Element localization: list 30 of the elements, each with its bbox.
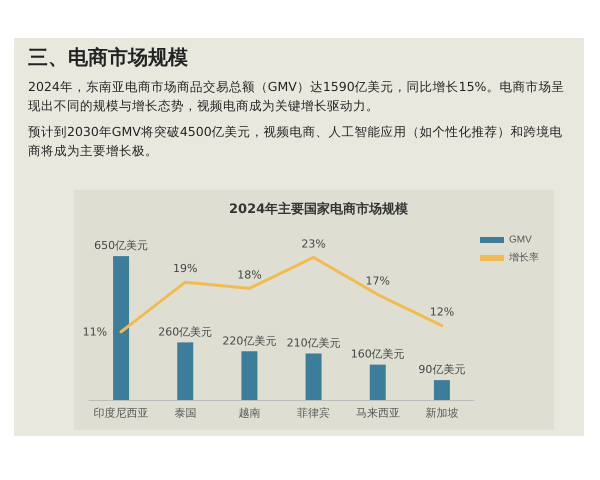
x-tick-label: 印度尼西亚 (94, 406, 149, 420)
x-tick-label: 越南 (238, 406, 260, 420)
bar (241, 351, 258, 400)
bar (177, 342, 194, 400)
x-tick-label: 泰国 (174, 408, 196, 420)
data-label: 23% (301, 237, 326, 250)
x-tick-label: 马来西亚 (356, 406, 400, 420)
data-label: 19% (173, 262, 198, 276)
data-label: 260亿美元 (158, 325, 212, 338)
data-label: 90亿美元 (418, 363, 466, 376)
data-label: 17% (366, 274, 390, 288)
text: 三、电商市场规模 (28, 44, 189, 71)
legend-label: 增长率 (508, 252, 539, 264)
data-label: 220亿美元 (222, 334, 276, 348)
data-label: 210亿美元 (286, 336, 341, 350)
data-label: 12% (430, 306, 454, 319)
x-tick-label: 新加坡 (425, 406, 458, 420)
data-label: 11% (82, 325, 108, 338)
text: 2024年，东南亚电商市场商品交易总额（GMV）达1590亿美元，同比增长15%。电商市场呈现出不同的规模与增长态势，视频电商成为关键增长驱动力。 (28, 78, 566, 115)
bar (370, 364, 386, 400)
data-label: 18% (237, 268, 262, 282)
data-label: 160亿美元 (350, 348, 405, 361)
bar (113, 256, 130, 400)
bar (306, 354, 322, 400)
bar (434, 380, 450, 400)
text: 预计到2030年GMV将突破4500亿美元，视频电商、人工智能应用（如个性化推荐）和跨境电商将成为主要增长极。 (28, 123, 564, 160)
legend-label: GMV (509, 234, 532, 246)
chart-title: 2024年主要国家电商市场规模 (229, 201, 408, 217)
data-label: 650亿美元 (94, 239, 148, 252)
x-tick-label: 菲律宾 (297, 406, 330, 420)
